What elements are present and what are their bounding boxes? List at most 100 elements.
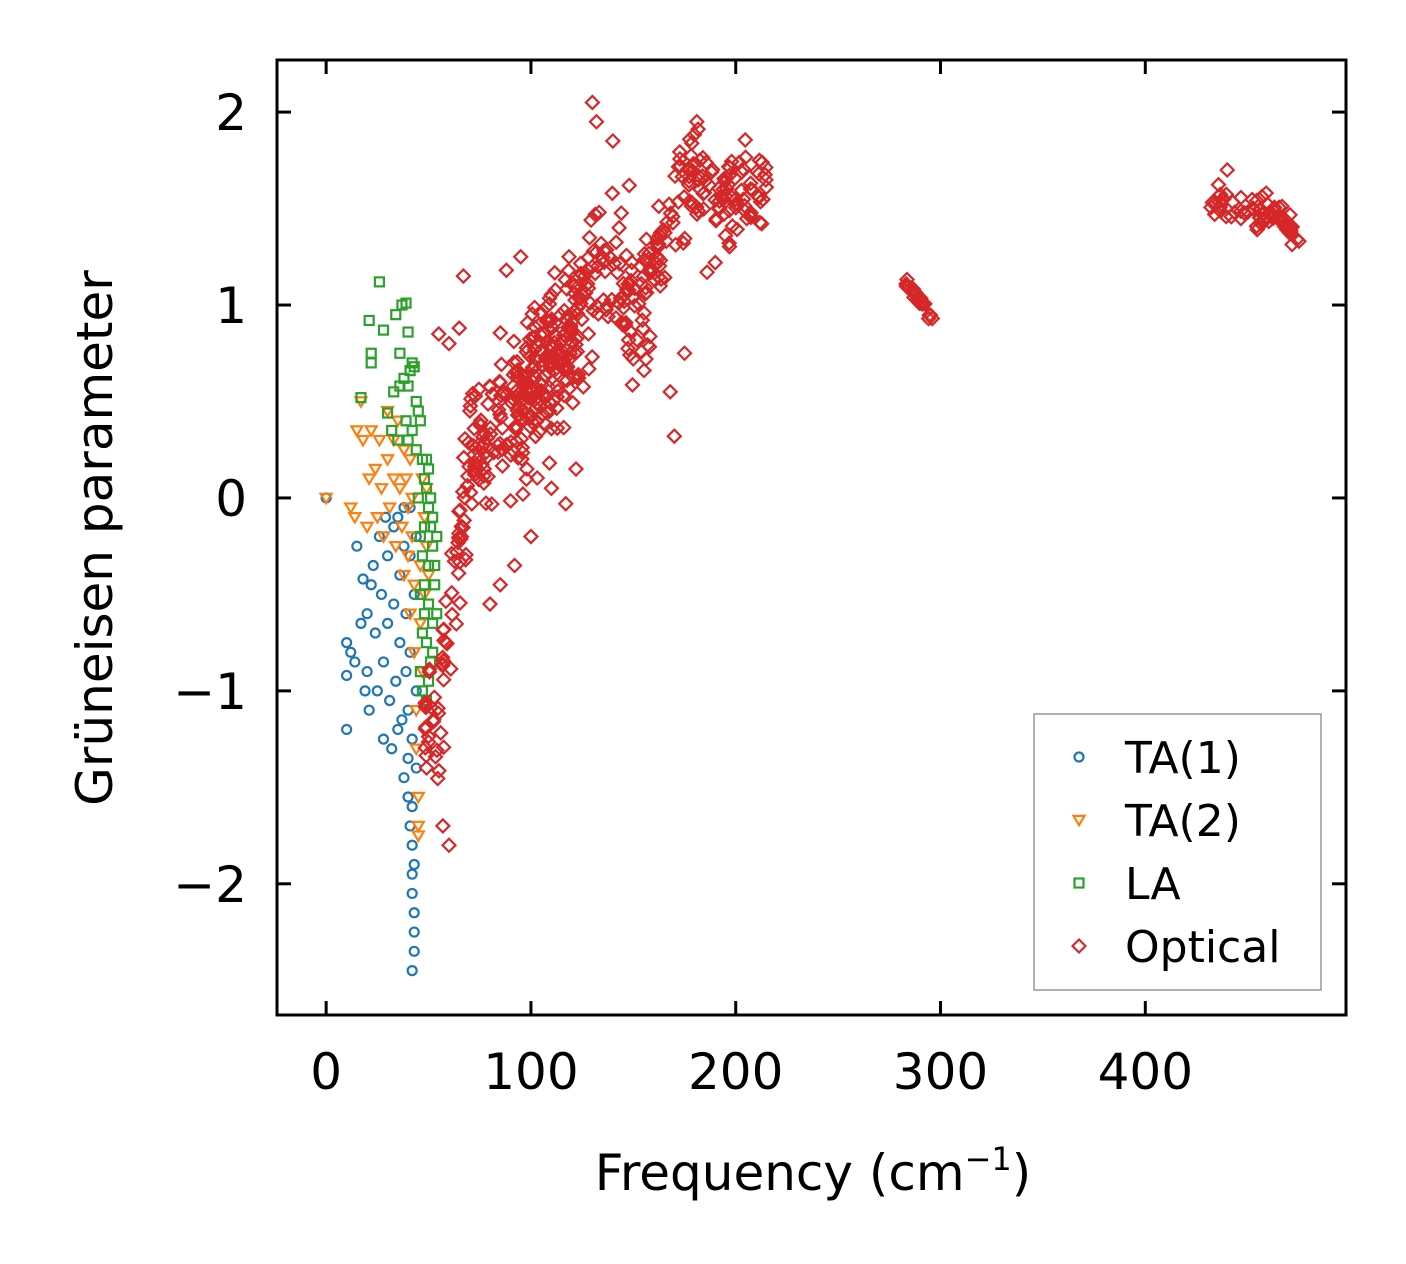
point-ta-1: [408, 858, 420, 871]
point-ta-1: [371, 685, 383, 697]
point-optical: [470, 381, 487, 398]
point-optical: [518, 460, 535, 478]
point-optical: [617, 286, 634, 303]
point-optical: [450, 565, 467, 582]
point-ta-1: [341, 723, 353, 736]
point-optical: [585, 302, 602, 319]
point-la: [422, 501, 435, 514]
point-optical: [1223, 208, 1240, 225]
point-optical: [920, 310, 937, 327]
point-optical: [604, 132, 621, 150]
point-optical: [758, 179, 775, 196]
point-ta-1: [406, 839, 418, 851]
point-ta-2: [394, 521, 410, 535]
point-optical: [715, 181, 732, 198]
point-optical: [557, 495, 574, 512]
point-optical: [628, 331, 646, 349]
x-tick-label: 400: [1098, 1043, 1193, 1101]
point-optical: [531, 375, 548, 392]
point-optical: [1252, 200, 1269, 217]
point-optical: [494, 457, 511, 474]
point-optical: [481, 596, 499, 613]
point-optical: [443, 545, 460, 562]
legend-items: TA(1) TA(2) LA Optical: [1070, 733, 1280, 973]
legend: TA(1) TA(2) LA Optical: [1033, 713, 1322, 991]
point-optical: [694, 168, 711, 185]
point-la: [431, 608, 443, 620]
point-optical: [718, 169, 735, 187]
point-optical: [619, 340, 637, 357]
point-optical: [664, 214, 681, 231]
point-ta-1: [365, 579, 377, 591]
point-optical: [635, 320, 652, 337]
point-optical: [466, 420, 483, 437]
point-optical: [546, 334, 563, 351]
point-ta-2: [347, 512, 363, 525]
point-optical: [451, 594, 469, 612]
point-ta-1: [402, 752, 414, 765]
point-optical: [1232, 189, 1249, 206]
point-ta-1: [357, 573, 369, 585]
point-la: [363, 314, 375, 327]
point-optical: [612, 290, 629, 307]
point-optical: [432, 724, 449, 741]
point-la: [410, 444, 422, 456]
point-optical: [512, 248, 529, 265]
point-optical: [451, 320, 468, 337]
point-optical: [676, 345, 693, 362]
point-optical: [474, 438, 491, 455]
point-optical: [546, 264, 563, 281]
point-optical: [524, 329, 541, 346]
point-la: [355, 392, 367, 404]
point-optical: [505, 333, 522, 350]
point-optical: [707, 212, 724, 229]
point-ta-1: [377, 733, 390, 745]
point-optical: [468, 459, 485, 476]
point-optical: [723, 153, 740, 170]
point-ta-1: [398, 772, 410, 784]
point-la: [410, 395, 422, 408]
point-optical: [430, 325, 447, 343]
point-optical: [493, 356, 510, 373]
point-la: [390, 309, 402, 321]
point-optical: [504, 442, 521, 459]
point-optical: [582, 295, 599, 312]
point-la: [416, 550, 429, 562]
point-optical: [1266, 199, 1283, 216]
legend-marker-optical: [1070, 937, 1088, 955]
point-optical: [491, 406, 508, 423]
point-optical: [1272, 208, 1289, 225]
point-optical: [417, 697, 434, 714]
point-ta-1: [406, 733, 418, 745]
point-ta-1: [359, 685, 371, 697]
point-optical: [666, 428, 683, 445]
point-optical: [434, 817, 451, 834]
point-ta-2: [419, 540, 434, 554]
point-optical: [909, 291, 926, 308]
point-optical: [580, 360, 597, 377]
point-optical: [638, 284, 655, 301]
point-optical: [492, 576, 509, 593]
point-ta-1: [361, 608, 373, 620]
point-optical: [567, 460, 585, 478]
point-optical: [483, 496, 500, 513]
x-axis-label-end: ): [1012, 1144, 1032, 1202]
point-ta-2: [406, 579, 422, 593]
point-optical: [481, 378, 499, 395]
point-optical: [641, 245, 658, 262]
point-optical: [490, 444, 507, 461]
point-ta-1: [408, 907, 420, 919]
point-optical: [735, 160, 752, 178]
point-ta-1: [390, 675, 402, 687]
legend-marker-ta-1: [1073, 751, 1085, 763]
point-la: [422, 463, 435, 475]
point-optical: [1248, 218, 1265, 235]
point-optical: [744, 181, 761, 199]
point-ta-2: [380, 405, 396, 419]
point-la: [420, 637, 433, 649]
point-optical: [456, 430, 474, 447]
point-ta-2: [343, 502, 359, 515]
point-optical: [514, 486, 532, 503]
point-optical: [549, 420, 566, 437]
point-optical: [580, 325, 597, 342]
